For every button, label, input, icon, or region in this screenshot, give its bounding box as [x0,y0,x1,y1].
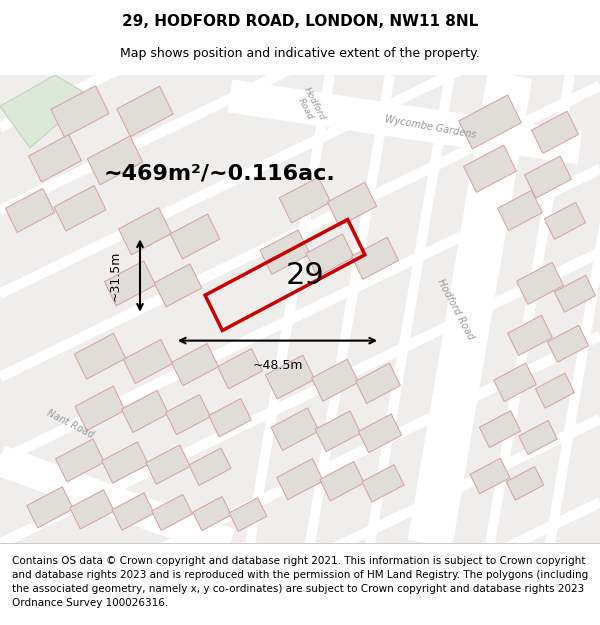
Polygon shape [554,275,596,312]
Polygon shape [0,248,600,549]
Polygon shape [545,74,600,544]
Text: ~31.5m: ~31.5m [109,251,122,301]
Text: 29, HODFORD ROAD, LONDON, NW11 8NL: 29, HODFORD ROAD, LONDON, NW11 8NL [122,14,478,29]
Polygon shape [260,230,310,274]
Polygon shape [5,188,55,232]
Polygon shape [56,439,104,482]
Polygon shape [362,464,404,502]
Text: ~48.5m: ~48.5m [252,359,303,372]
Polygon shape [74,333,126,379]
Text: Nant Road: Nant Road [45,408,95,440]
Text: Wycombe Gardens: Wycombe Gardens [383,114,476,140]
Polygon shape [112,492,154,530]
Polygon shape [245,74,335,544]
Polygon shape [320,462,364,501]
Polygon shape [328,182,377,226]
Polygon shape [464,145,517,192]
Polygon shape [0,0,600,49]
Polygon shape [547,325,589,362]
Polygon shape [497,190,542,231]
Polygon shape [279,177,331,223]
Polygon shape [104,261,155,306]
Text: Map shows position and indicative extent of the property.: Map shows position and indicative extent… [120,48,480,61]
Polygon shape [265,355,314,399]
Polygon shape [306,234,354,276]
Text: Hodford
Road: Hodford Road [293,86,327,127]
Polygon shape [0,0,600,299]
Polygon shape [189,448,231,486]
Polygon shape [229,498,267,531]
Polygon shape [0,446,235,559]
Polygon shape [365,74,455,544]
Polygon shape [152,494,193,531]
Polygon shape [305,74,395,544]
Polygon shape [524,156,571,198]
Polygon shape [193,496,231,531]
Polygon shape [0,81,600,382]
Polygon shape [311,359,358,401]
Polygon shape [544,202,586,239]
Polygon shape [119,208,172,255]
Polygon shape [485,74,575,544]
Polygon shape [0,0,600,215]
Polygon shape [519,421,557,454]
Polygon shape [0,331,600,625]
Polygon shape [479,411,521,447]
Polygon shape [166,394,211,435]
Polygon shape [209,399,251,437]
Polygon shape [27,487,73,528]
Text: Hodford Road: Hodford Road [435,278,475,341]
Polygon shape [408,71,532,548]
Polygon shape [358,414,402,452]
Polygon shape [271,408,319,451]
Polygon shape [51,86,109,138]
Polygon shape [470,458,510,494]
Polygon shape [277,459,323,500]
Polygon shape [218,349,262,389]
Polygon shape [102,442,148,483]
Polygon shape [352,238,398,279]
Polygon shape [508,315,553,356]
Polygon shape [54,186,106,231]
Polygon shape [0,0,600,132]
Polygon shape [70,490,114,529]
Polygon shape [228,79,582,164]
Polygon shape [506,466,544,500]
Polygon shape [122,391,169,432]
Polygon shape [172,344,218,386]
Polygon shape [315,411,361,452]
Polygon shape [146,445,190,484]
Polygon shape [87,136,143,185]
Polygon shape [425,74,515,544]
Polygon shape [75,386,125,431]
Polygon shape [117,86,173,137]
Polygon shape [356,363,400,404]
Polygon shape [536,373,574,408]
Polygon shape [0,414,600,625]
Polygon shape [170,214,220,259]
Text: ~469m²/~0.116ac.: ~469m²/~0.116ac. [104,164,336,184]
Polygon shape [0,164,600,465]
Text: Contains OS data © Crown copyright and database right 2021. This information is : Contains OS data © Crown copyright and d… [12,556,588,608]
Polygon shape [517,262,563,304]
Polygon shape [0,75,90,148]
Text: 29: 29 [286,261,325,289]
Polygon shape [458,95,521,149]
Polygon shape [0,498,600,625]
Polygon shape [154,264,202,307]
Polygon shape [532,111,578,153]
Polygon shape [124,339,173,384]
Polygon shape [29,135,82,182]
Polygon shape [494,363,536,401]
